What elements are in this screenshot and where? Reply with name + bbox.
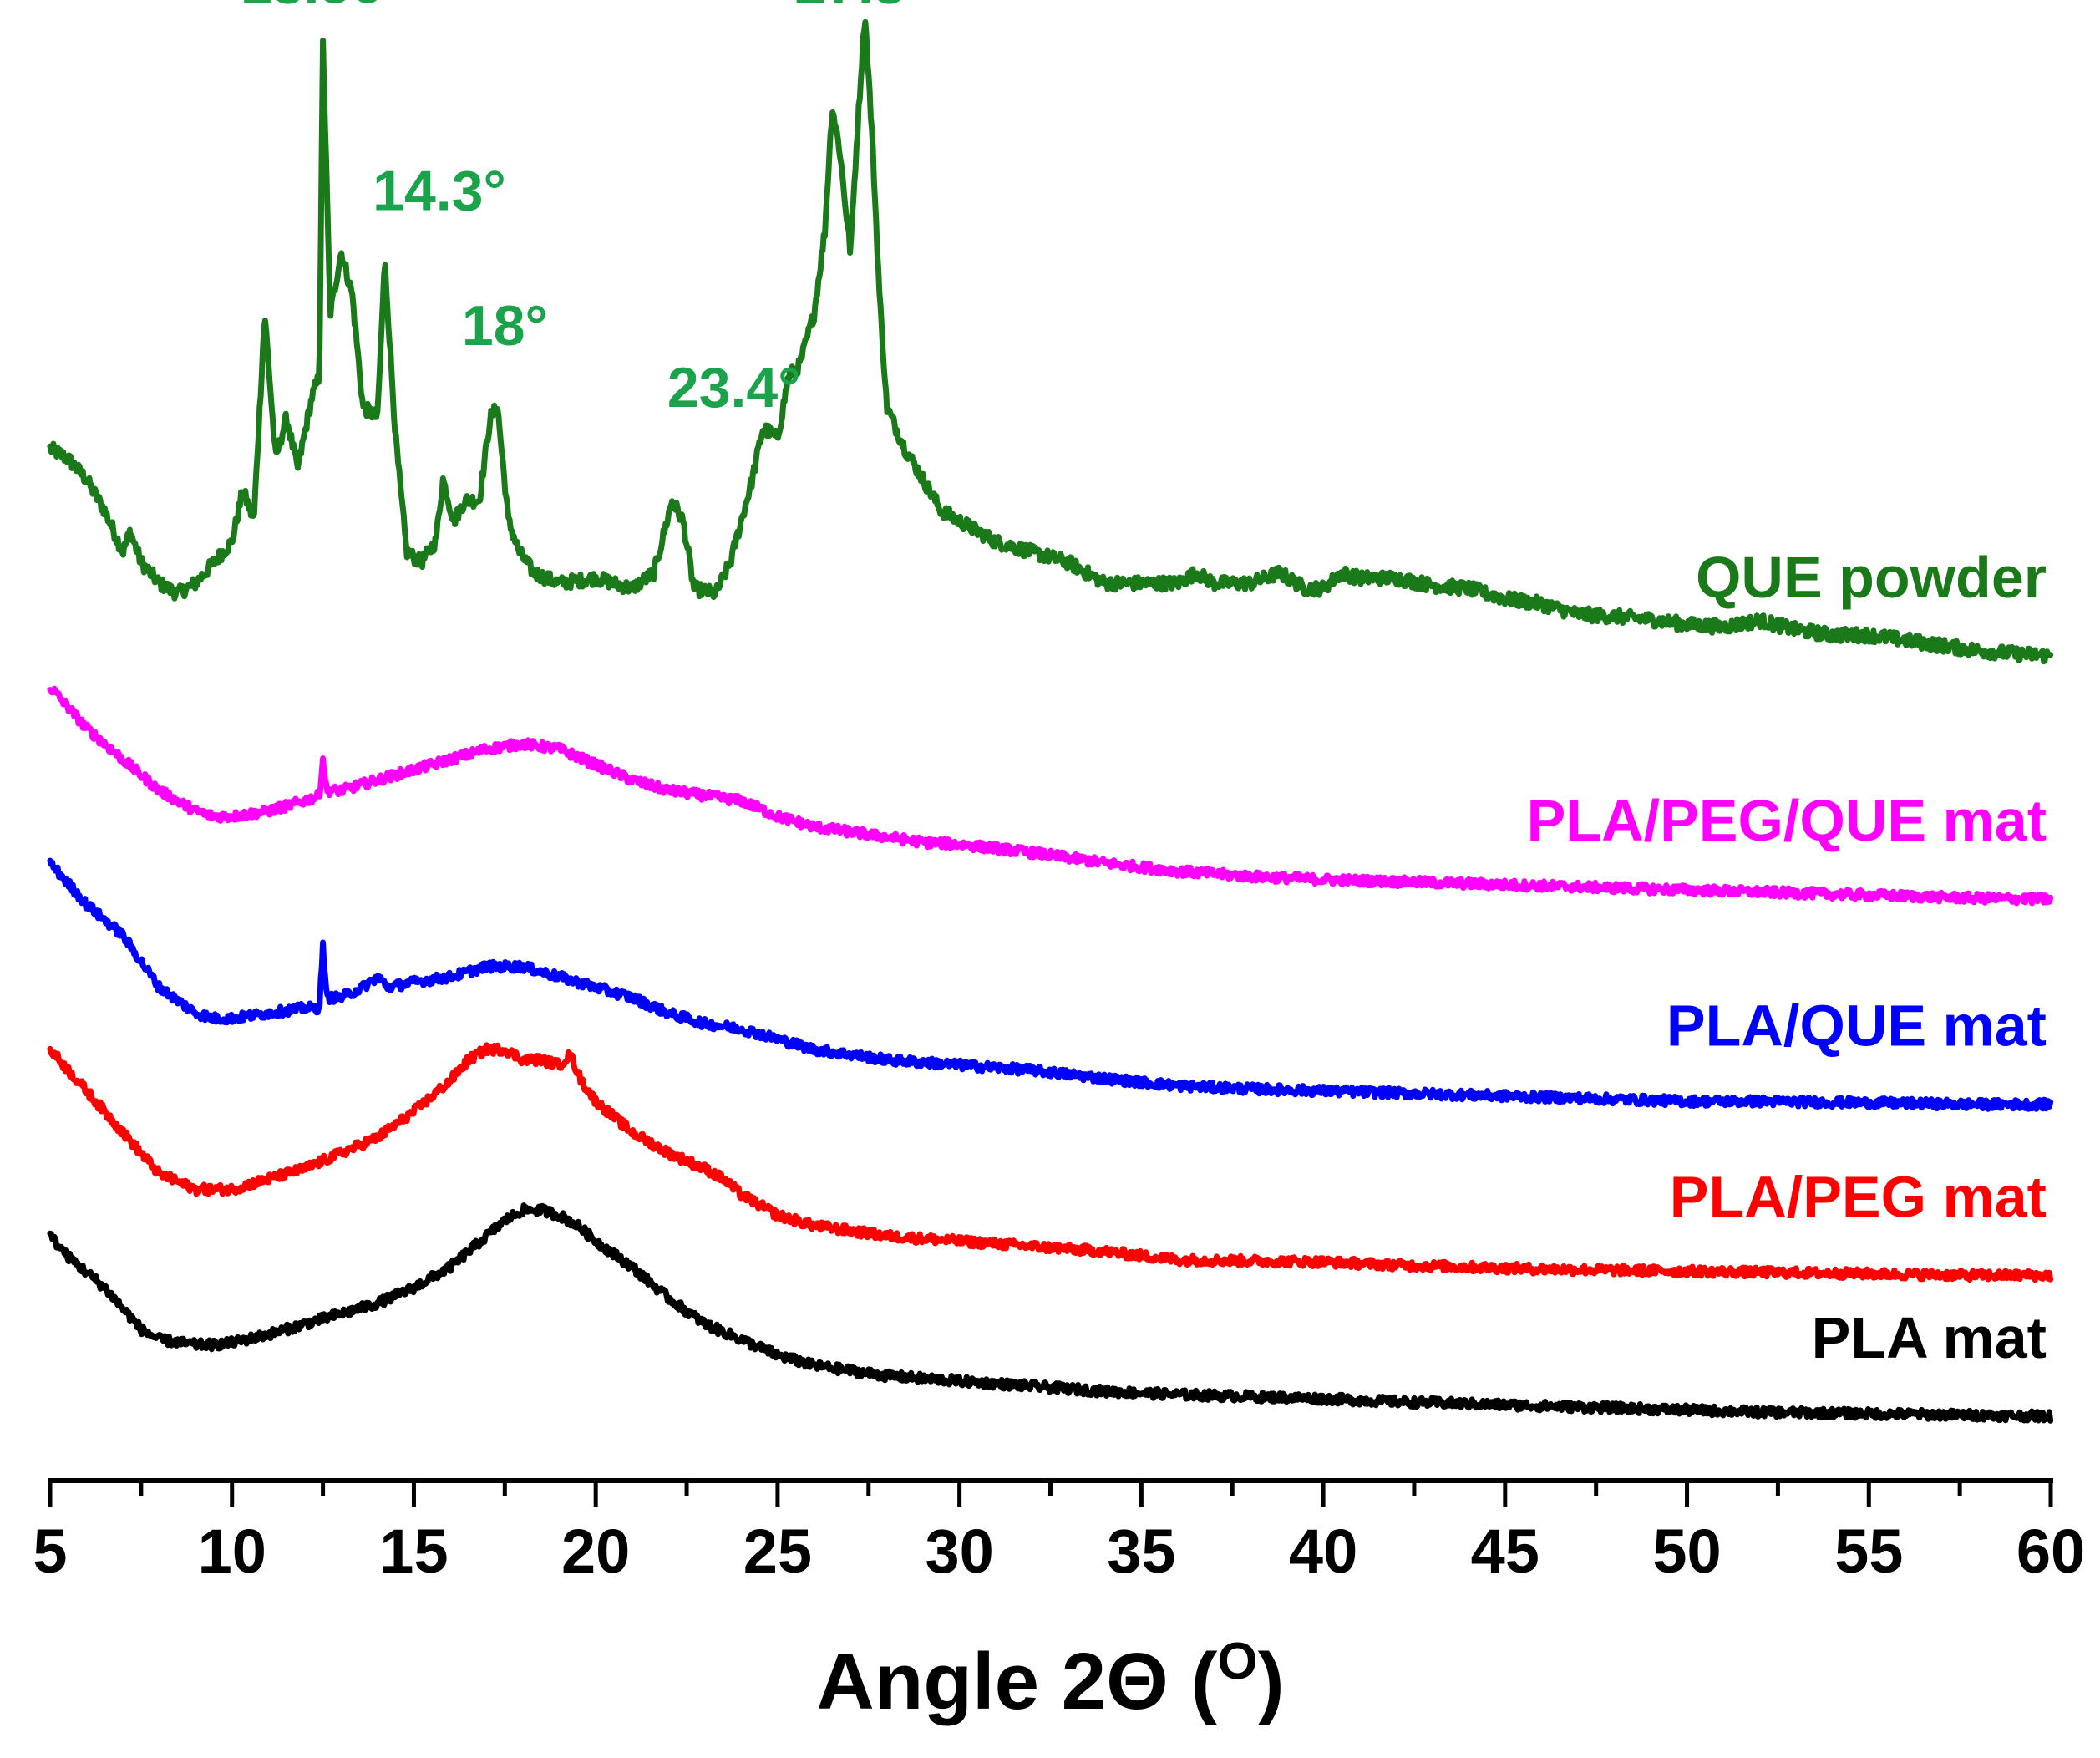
series-label-pla-mat: PLA mat [1812,1305,2047,1370]
x-tick-label: 5 [33,1517,67,1586]
x-axis-title-close: ) [1258,1637,1285,1726]
series-label-pla-que-mat: PLA/QUE mat [1666,993,2047,1059]
x-tick-label: 40 [1289,1517,1357,1586]
x-tick-label: 30 [925,1517,993,1586]
series-label-layer: QUE powder PLA/PEG/QUE mat PLA/QUE mat PLA/… [1527,545,2047,1370]
x-tick-label: 10 [198,1517,266,1586]
series-line-pla-peg-que-mat [47,685,2054,907]
x-tick-label: 35 [1107,1517,1175,1586]
series-line-pla-que-mat [47,857,2054,1112]
x-tick-label: 50 [1652,1517,1721,1586]
peak-annotation: 27.3° [794,0,928,16]
peak-annotation: 18° [462,294,548,358]
peak-annotation: 14.3° [373,160,506,223]
x-axis-ticks: 5 10 15 20 25 30 35 40 45 50 55 60 [33,1481,2085,1586]
series-line-pla-peg-mat [47,1042,2054,1283]
series-label-que-powder: QUE powder [1696,545,2047,610]
x-tick-label: 15 [379,1517,448,1586]
x-axis-title-unit: O [1217,1633,1257,1690]
peak-annotation-layer: 13.56° 14.3° 18° 23.4° 27.3° [241,0,928,419]
x-tick-label: 25 [743,1517,812,1586]
peak-annotation: 13.56° [241,0,405,16]
peak-annotation: 23.4° [667,356,801,419]
x-tick-label: 60 [2016,1517,2085,1586]
series-layer [47,18,2054,1424]
series-label-pla-peg-que-mat: PLA/PEG/QUE mat [1527,788,2047,853]
x-tick-label: 55 [1834,1517,1903,1586]
x-axis-title: Angle 2Θ (O) [816,1633,1284,1726]
series-line-pla-mat [47,1202,2054,1424]
x-tick-label: 20 [561,1517,630,1586]
series-line-que-powder [47,18,2054,665]
series-label-pla-peg-mat: PLA/PEG mat [1670,1164,2047,1229]
x-tick-label: 45 [1471,1517,1539,1586]
